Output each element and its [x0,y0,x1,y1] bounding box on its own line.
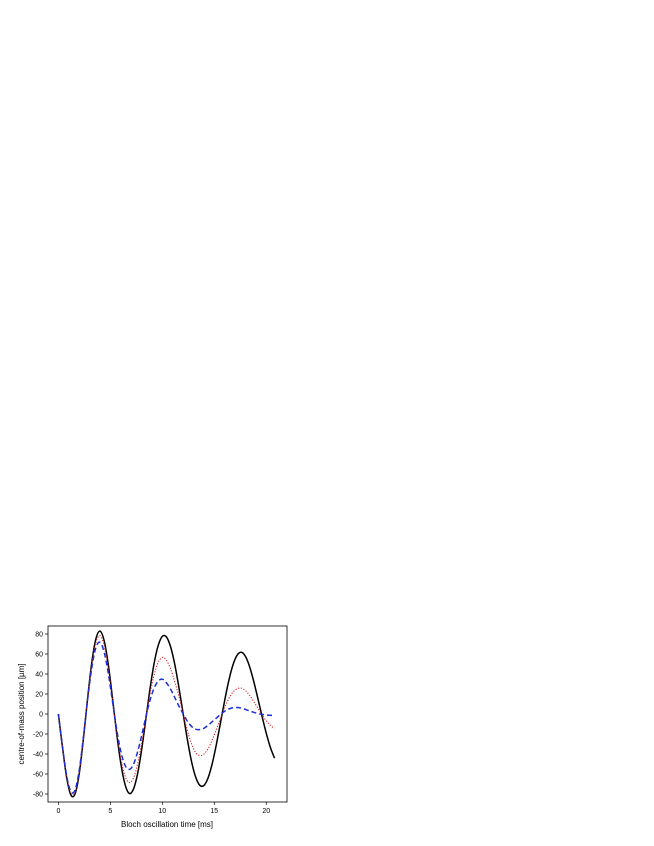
series-line-blue-dashed [57,641,275,794]
plot-frame [47,625,288,803]
x-tick-label: 5 [108,808,112,815]
y-tick-label: -80 [33,792,43,799]
series-line-black [57,630,276,798]
x-tick-label: 10 [158,808,166,815]
x-tick-label: 20 [262,808,270,815]
x-tick-label: 15 [210,808,218,815]
y-tick-label: -60 [33,772,43,779]
y-tick-label: -20 [33,732,43,739]
y-tick-label: -40 [33,752,43,759]
y-tick-label: 60 [35,652,43,659]
x-axis-label: Bloch oscillation time [ms] [121,820,213,829]
y-axis: -80 -60 -40 -20 0 20 40 60 80 [33,632,48,799]
x-axis: 0 5 10 15 20 [56,802,270,815]
y-axis-label: centre-of-mass position [µm] [17,663,26,764]
series-layer [57,630,276,798]
y-tick-label: 40 [35,672,43,679]
y-tick-label: 0 [39,712,43,719]
series-line-red-dotted [57,635,275,796]
x-tick-label: 0 [56,808,60,815]
y-tick-label: 20 [35,692,43,699]
y-tick-label: 80 [35,632,43,639]
